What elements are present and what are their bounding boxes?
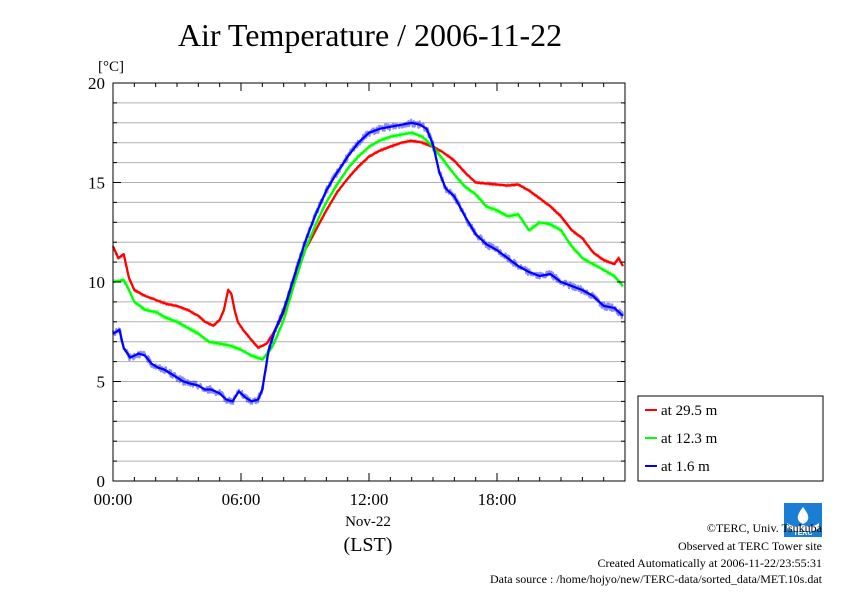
- terc-logo: TERC: [784, 503, 822, 537]
- credit-line-4: Data source : /home/hojyo/new/TERC-data/…: [490, 572, 823, 586]
- legend-label: at 29.5 m: [661, 403, 718, 419]
- credit-line-1: ©TERC, Univ. Tsukuba: [707, 521, 823, 535]
- chart-title: Air Temperature / 2006-11-22: [178, 17, 562, 53]
- legend: at 29.5 m at 12.3 m at 1.6 m: [637, 395, 824, 482]
- series-group: [111, 118, 624, 405]
- x-tick-label: 06:00: [222, 490, 261, 509]
- x-tick-label: 12:00: [350, 490, 389, 509]
- y-axis-unit-label: [°C]: [98, 59, 124, 75]
- credit-line-2: Observed at TERC Tower site: [678, 539, 822, 553]
- axis-ticks: 0 5 10 15 20 00:00 06:00 12:00 18:00: [88, 74, 626, 509]
- legend-box: [637, 395, 824, 482]
- x-tick-label: 18:00: [478, 490, 517, 509]
- x-tick-label: 00:00: [94, 490, 133, 509]
- grid-lines: [113, 102, 625, 462]
- y-tick-label: 10: [88, 273, 105, 292]
- x-axis-label: (LST): [344, 534, 393, 556]
- y-tick-label: 15: [88, 174, 105, 193]
- series-line: [112, 121, 624, 403]
- x-axis-date-label: Nov-22: [345, 514, 391, 530]
- y-tick-label: 20: [88, 74, 105, 93]
- series-line: [112, 131, 624, 361]
- series-line: [111, 139, 624, 349]
- y-tick-label: 0: [97, 472, 106, 491]
- terc-logo-text: TERC: [793, 530, 812, 537]
- wave-icon: [787, 523, 819, 532]
- y-tick-label: 5: [97, 373, 106, 392]
- legend-label: at 1.6 m: [661, 459, 710, 475]
- legend-label: at 12.3 m: [661, 431, 718, 447]
- water-drop-icon: [797, 507, 809, 524]
- credit-line-3: Created Automatically at 2006-11-22/23:5…: [597, 556, 822, 570]
